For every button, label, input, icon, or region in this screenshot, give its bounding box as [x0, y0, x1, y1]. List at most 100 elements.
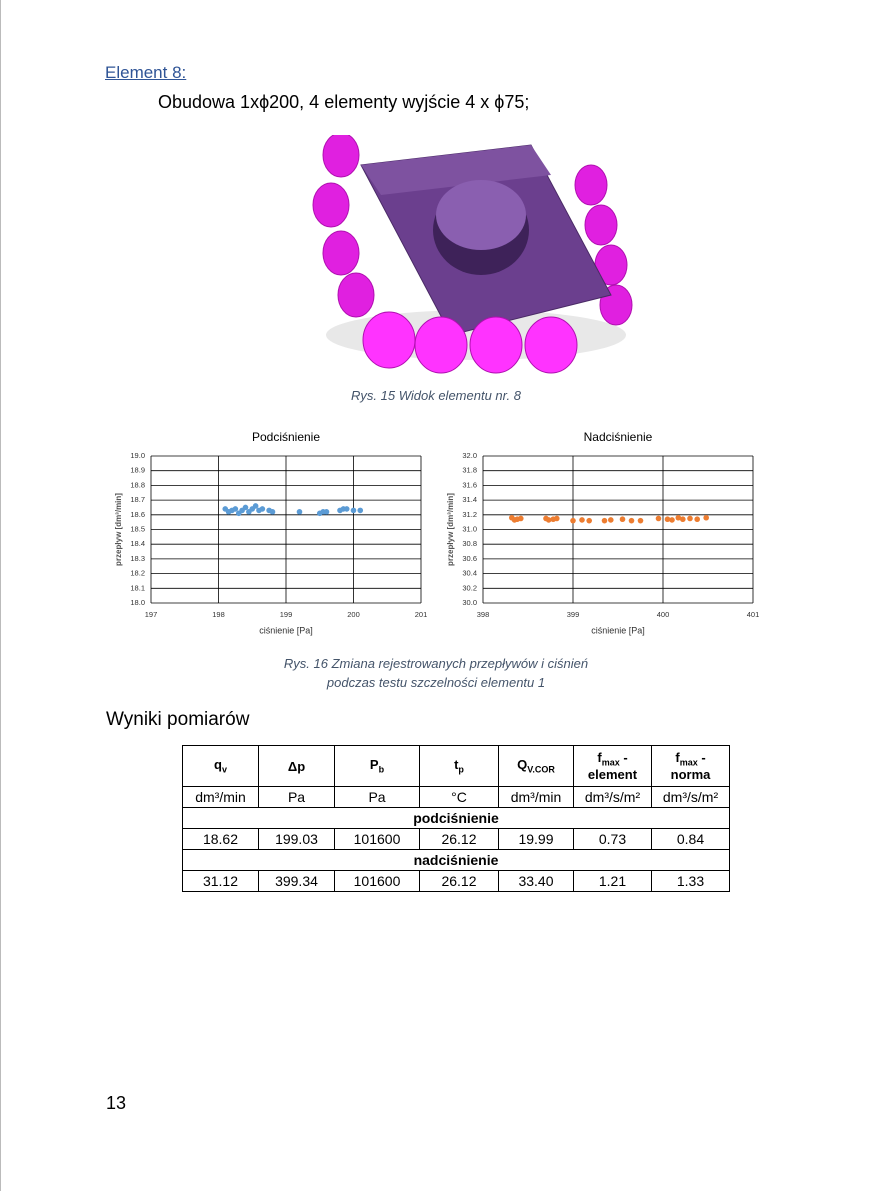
unit-cell: dm³/min: [498, 786, 574, 808]
chart-caption: Rys. 16 Zmiana rejestrowanych przepływów…: [221, 654, 651, 692]
header-text: f: [675, 749, 680, 765]
y-axis-label: przepływ [dm³/min]: [114, 493, 123, 566]
x-tick-label: 200: [347, 610, 360, 619]
y-tick-label: 30.4: [462, 569, 477, 578]
point: [545, 517, 552, 523]
y-tick-label: 31.8: [462, 466, 477, 475]
header-cell: Δp: [258, 745, 335, 787]
y-tick-label: 31.0: [462, 524, 477, 533]
data-cell: 26.12: [419, 870, 499, 892]
point: [269, 509, 276, 515]
point: [608, 517, 614, 523]
data-cell: 399.34: [258, 870, 335, 892]
point: [518, 515, 524, 522]
point: [232, 506, 239, 512]
header-suffix: - element: [587, 749, 638, 783]
data-cell: 33.40: [498, 870, 574, 892]
header-cell: QV.COR: [498, 745, 574, 787]
section-row: nadciśnienie: [182, 849, 730, 871]
header-text: t: [454, 757, 459, 773]
header-text: f: [597, 749, 602, 765]
point: [252, 503, 259, 509]
header-text: Δp: [287, 758, 306, 774]
y-tick-label: 30.0: [462, 598, 477, 607]
data-cell: 18.62: [182, 828, 259, 850]
data-cell: 101600: [334, 828, 420, 850]
y-tick-label: 31.6: [462, 480, 477, 489]
point: [687, 515, 693, 522]
chart-title: Nadciśnienie: [584, 430, 653, 444]
data-cell: 199.03: [258, 828, 335, 850]
header-cell: qv: [182, 745, 259, 787]
unit-cell: Pa: [258, 786, 335, 808]
x-tick-label: 201: [415, 610, 428, 619]
units-row: dm³/min Pa Pa °C dm³/min dm³/s/m² dm³/s/m²: [182, 786, 730, 808]
header-subscript: V.COR: [527, 764, 555, 775]
y-tick-label: 18.1: [130, 583, 145, 592]
x-tick-label: 401: [747, 610, 760, 619]
x-tick-label: 198: [212, 610, 225, 619]
point: [357, 507, 364, 514]
y-tick-label: 18.8: [130, 480, 145, 489]
x-tick-label: 197: [145, 610, 158, 619]
unit-cell: °C: [419, 786, 499, 808]
section-title: Wyniki pomiarów: [106, 709, 250, 730]
header-cell: Pb: [334, 745, 420, 787]
caption-line: Rys. 16 Zmiana rejestrowanych przepływów…: [283, 656, 589, 671]
header-cell: fmax - norma: [651, 745, 730, 787]
caption-line: podczas testu szczelności elementu 1: [326, 675, 546, 690]
unit-cell: dm³/s/m²: [573, 786, 652, 808]
header-cell: tp: [419, 745, 499, 787]
y-tick-label: 18.6: [130, 510, 145, 519]
data-cell: 1.21: [573, 870, 652, 892]
point: [343, 506, 350, 512]
y-axis-label: przepływ [dm³/min]: [446, 493, 455, 566]
y-tick-label: 18.0: [130, 598, 145, 607]
header-suffix: - norma: [670, 749, 711, 783]
results-table: qv Δp Pb tp QV.COR fmax - element fmax - norma…: [182, 745, 730, 892]
subtitle: Obudowa 1xϕ200, 4 elementy wyjście 4 x ϕ…: [158, 92, 530, 112]
data-cell: 0.84: [651, 828, 730, 850]
point: [628, 517, 635, 524]
figure-caption: Rys. 15 Widok elementu nr. 8: [351, 388, 521, 403]
point: [579, 517, 585, 523]
y-tick-label: 18.2: [130, 569, 145, 578]
section-cell: podciśnienie: [182, 807, 730, 829]
y-tick-label: 30.8: [462, 539, 477, 548]
y-tick-label: 31.2: [462, 510, 477, 519]
y-tick-label: 30.2: [462, 583, 477, 592]
unit-cell: Pa: [334, 786, 420, 808]
x-tick-label: 399: [567, 610, 580, 619]
point: [637, 517, 644, 524]
header-row: qv Δp Pb tp QV.COR fmax - element fmax - norma: [182, 745, 730, 787]
y-tick-label: 18.3: [130, 554, 145, 563]
header-text: Q: [517, 757, 528, 773]
section-cell: nadciśnienie: [182, 849, 730, 871]
point: [586, 517, 592, 524]
y-tick-label: 19.0: [130, 451, 145, 460]
point: [296, 509, 303, 515]
data-cell: 101600: [334, 870, 420, 892]
y-tick-label: 30.6: [462, 554, 477, 563]
header-subscript: p: [458, 764, 464, 775]
x-axis-label: ciśnienie [Pa]: [259, 625, 313, 635]
heading: Element 8:: [105, 63, 187, 82]
y-tick-label: 32.0: [462, 451, 477, 460]
unit-cell: dm³/min: [182, 786, 259, 808]
point: [703, 514, 709, 521]
data-cell: 31.12: [182, 870, 259, 892]
y-tick-label: 18.9: [130, 466, 145, 475]
unit-cell: dm³/s/m²: [651, 786, 730, 808]
page-number: 13: [106, 1093, 127, 1113]
element-image: [312, 135, 633, 374]
point: [675, 514, 682, 521]
header-text: q: [214, 757, 222, 773]
chart-title: Podciśnienie: [252, 430, 320, 444]
header-subscript: v: [221, 764, 227, 775]
point: [694, 516, 700, 523]
header-subscript: max: [601, 757, 620, 768]
y-tick-label: 18.4: [130, 539, 145, 548]
header-subscript: b: [378, 764, 385, 775]
y-tick-label: 18.5: [130, 524, 145, 533]
